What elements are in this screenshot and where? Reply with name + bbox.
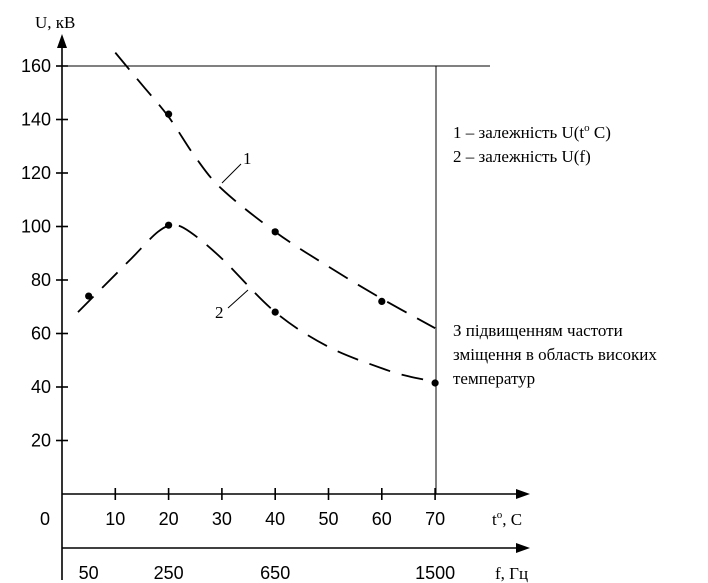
x-axis-temp-arrow bbox=[516, 489, 530, 499]
annotation-line-1: З підвищенням частоти bbox=[453, 321, 623, 340]
x-axis-freq-label: f, Гц bbox=[495, 564, 528, 583]
y-tick-label-80: 80 bbox=[31, 270, 51, 290]
y-tick-label-160: 160 bbox=[21, 56, 51, 76]
y-tick-label-140: 140 bbox=[21, 110, 51, 130]
series-2-leader bbox=[227, 289, 249, 309]
x-tick-label-50: 50 bbox=[318, 509, 338, 529]
series-1-line bbox=[114, 52, 436, 329]
x-tick-label-70: 70 bbox=[425, 509, 445, 529]
legend-line-2: 2 – залежність U(f) bbox=[453, 147, 591, 166]
legend-line-1: 1 – залежність U(to C) bbox=[453, 122, 611, 142]
series-1-point-0 bbox=[165, 110, 173, 118]
x-axis-freq-arrow bbox=[516, 543, 530, 553]
y-axis-arrow bbox=[57, 34, 67, 48]
x-axis-temp-label-sup: o bbox=[497, 509, 503, 521]
y-tick-label-40: 40 bbox=[31, 377, 51, 397]
x-tick-label-30: 30 bbox=[212, 509, 232, 529]
x-axis-temp-label: to, C bbox=[492, 509, 522, 529]
y-axis-label: U, кВ bbox=[35, 13, 75, 32]
origin-label: 0 bbox=[40, 509, 50, 529]
x-tick-label-10: 10 bbox=[105, 509, 125, 529]
f-tick-label-250: 250 bbox=[154, 563, 184, 583]
series-1-leader bbox=[221, 163, 242, 184]
series-1-label: 1 bbox=[243, 149, 252, 168]
annotation-line-2: зміщення в область високих bbox=[453, 345, 657, 364]
series-2-point-0 bbox=[85, 292, 93, 300]
y-tick-label-100: 100 bbox=[21, 217, 51, 237]
y-tick-label-60: 60 bbox=[31, 324, 51, 344]
legend-line-1-sup: o bbox=[584, 122, 590, 134]
series-2-point-2 bbox=[271, 308, 279, 316]
x-tick-label-60: 60 bbox=[372, 509, 392, 529]
y-tick-label-20: 20 bbox=[31, 431, 51, 451]
series-1-point-1 bbox=[271, 228, 279, 236]
x-tick-label-40: 40 bbox=[265, 509, 285, 529]
annotation-line-3: температур bbox=[453, 369, 535, 388]
series-1-point-2 bbox=[378, 297, 386, 305]
series-2-point-1 bbox=[165, 221, 173, 229]
series-layer bbox=[77, 52, 439, 387]
f-tick-label-650: 650 bbox=[260, 563, 290, 583]
series-2-line bbox=[77, 224, 436, 383]
f-tick-label-50: 50 bbox=[79, 563, 99, 583]
x-tick-label-20: 20 bbox=[159, 509, 179, 529]
series-2-point-3 bbox=[431, 379, 439, 387]
f-tick-label-1500: 1500 bbox=[415, 563, 455, 583]
series-2-label: 2 bbox=[215, 303, 224, 322]
y-tick-label-120: 120 bbox=[21, 163, 51, 183]
